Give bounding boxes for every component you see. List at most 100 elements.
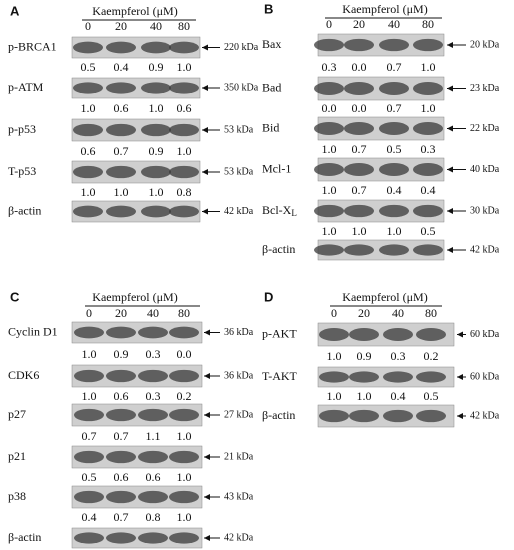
quant-value: 0.5 [82,470,97,484]
protein-label: Bad [262,80,281,94]
band [379,82,409,95]
size-label: 42 kDa [224,206,254,217]
quant-value: 1.0 [322,183,337,197]
arrow-head [202,127,208,133]
band [314,204,344,218]
dose-label: 40 [388,17,400,31]
quant-value: 0.0 [177,347,192,361]
band [106,82,136,94]
arrow-head [202,169,208,175]
protein-name: p-ATM [8,80,44,94]
dose-label: 0 [326,17,332,31]
protein-label: T-p53 [8,164,36,178]
band [379,204,409,218]
quant-value: 1.0 [177,60,192,74]
quant-value: 0.6 [114,101,129,115]
size-label: 36 kDa [224,370,254,381]
protein-label: p-p53 [8,122,36,136]
band [169,490,199,504]
band [413,38,443,52]
protein-label: β-actin [8,203,41,217]
panel-label: D [264,289,273,304]
band [138,490,168,504]
band [73,165,103,179]
quant-value: 1.0 [177,470,192,484]
dose-label: 20 [115,306,127,320]
band [344,244,374,256]
band [106,369,136,383]
protein-label: Mcl-1 [262,161,291,175]
band [344,38,374,52]
band [344,204,374,218]
size-label: 30 kDa [470,205,500,216]
protein-label: Bid [262,120,279,134]
quant-value: 0.5 [81,60,96,74]
protein-name: β-actin [262,408,295,422]
treatment-label: Kaempferol (μM) [92,4,177,18]
band [106,326,136,339]
band [344,122,374,135]
band [141,41,171,54]
band [314,38,344,52]
band [416,409,446,423]
protein-label: p21 [8,449,26,463]
dose-label: 40 [150,19,162,33]
band [74,532,104,544]
quant-value: 0.2 [424,349,439,363]
band [416,371,446,383]
size-label: 53 kDa [224,166,254,177]
size-label: 60 kDa [470,371,500,382]
dose-label: 80 [422,17,434,31]
quant-value: 1.0 [421,101,436,115]
arrow-head [204,494,210,500]
band [73,41,103,54]
protein-name: Cyclin D1 [8,324,58,338]
size-label: 22 kDa [470,123,500,134]
treatment-label: Kaempferol (μM) [92,290,177,304]
dose-label: 40 [147,306,159,320]
arrow-head [457,413,463,419]
band [169,205,199,218]
band [379,38,409,52]
protein-name: CDK6 [8,368,39,382]
band [344,82,374,95]
band [169,408,199,422]
quant-value: 0.0 [352,60,367,74]
quant-value: 0.9 [149,60,164,74]
dose-label: 40 [392,306,404,320]
size-label: 27 kDa [224,409,254,420]
band [141,123,171,137]
band [73,205,103,218]
arrow-head [457,331,463,338]
arrow-head [447,166,453,173]
quant-value: 0.9 [357,349,372,363]
arrow-head [447,42,453,48]
quant-value: 0.5 [387,142,402,156]
quant-value: 0.7 [114,144,129,158]
band [413,82,443,95]
protein-label: CDK6 [8,368,39,382]
band [169,450,199,464]
size-label: 21 kDa [224,451,254,462]
panel-label: A [10,3,20,18]
protein-label: p27 [8,407,26,421]
panel-label: C [10,289,20,304]
size-label: 60 kDa [470,329,500,340]
quant-value: 1.0 [357,389,372,403]
protein-label: p-AKT [262,326,297,340]
arrow-head [447,247,453,253]
blot [71,445,203,469]
quant-value: 1.0 [81,101,96,115]
quant-value: 0.8 [146,510,161,524]
quant-value: 0.8 [177,185,192,199]
band [106,165,136,179]
protein-label: T-AKT [262,369,298,383]
protein-name: p38 [8,489,26,503]
band [379,163,409,176]
protein-label: Bcl-XL [262,203,297,218]
band [74,369,104,383]
band [379,244,409,256]
size-label: 40 kDa [470,164,500,175]
band [319,328,349,341]
